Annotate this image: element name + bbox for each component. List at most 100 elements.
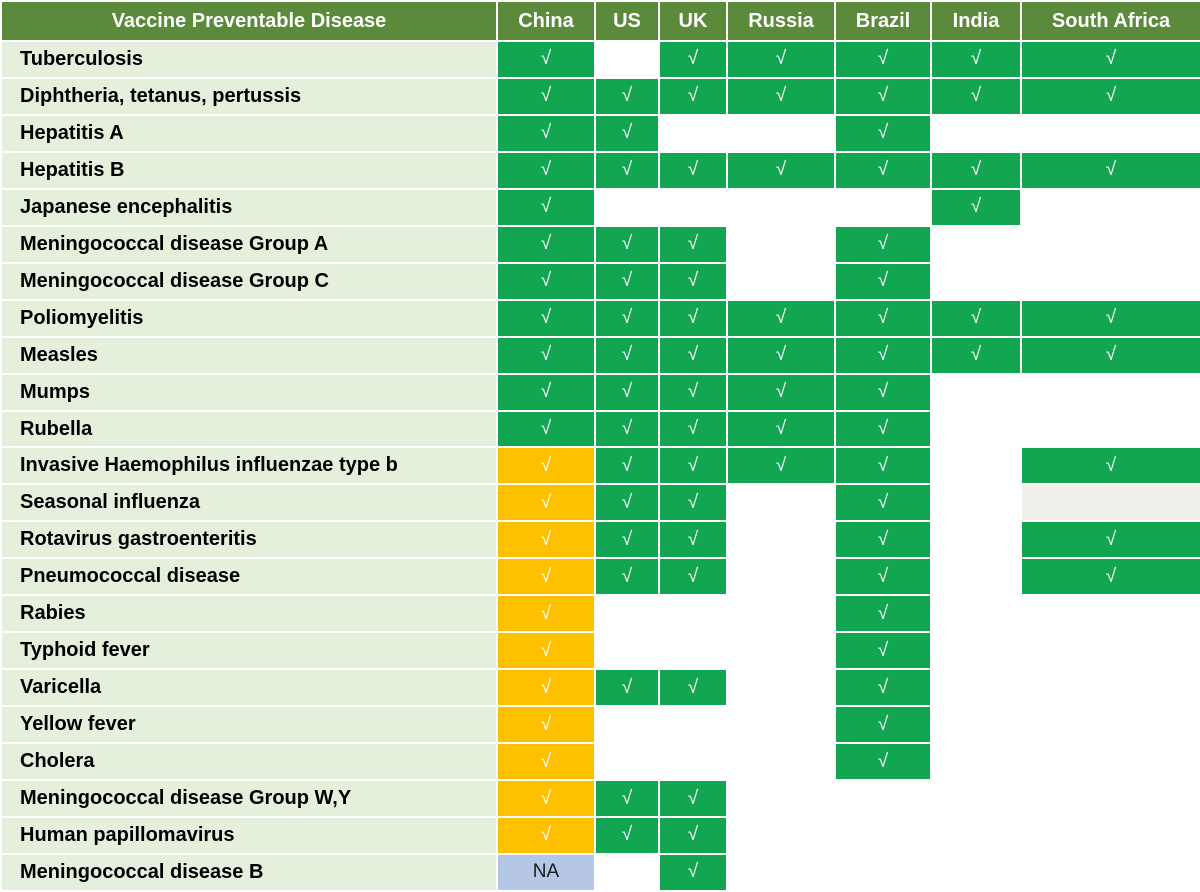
check-cell: √ <box>726 76 836 116</box>
table-row: Japanese encephalitis √ √ <box>0 187 1200 227</box>
empty-cell <box>930 520 1022 560</box>
disease-name: Diphtheria, tetanus, pertussis <box>0 76 498 116</box>
check-cell: √ <box>726 335 836 375</box>
disease-name: Varicella <box>0 668 498 708</box>
empty-cell <box>1020 742 1200 782</box>
check-cell: √ <box>834 557 932 597</box>
empty-cell <box>1020 224 1200 264</box>
table-row: Rubella √ √ √ √ √ <box>0 409 1200 449</box>
table-row: Cholera √ √ <box>0 742 1200 782</box>
disease-name: Pneumococcal disease <box>0 557 498 597</box>
header-row: Vaccine Preventable Disease China US UK … <box>0 0 1200 42</box>
empty-cell <box>658 742 728 782</box>
empty-cell <box>930 483 1022 523</box>
check-cell: √ <box>726 409 836 449</box>
disease-name: Rubella <box>0 409 498 449</box>
empty-cell <box>594 631 660 671</box>
check-cell: √ <box>834 298 932 338</box>
empty-cell <box>1020 483 1200 523</box>
disease-name: Meningococcal disease B <box>0 852 498 892</box>
check-cell: √ <box>658 816 728 855</box>
disease-name: Measles <box>0 335 498 375</box>
empty-cell <box>726 852 836 892</box>
header-russia: Russia <box>726 0 836 42</box>
empty-cell <box>726 594 836 634</box>
empty-cell <box>658 705 728 745</box>
check-cell: √ <box>496 594 596 634</box>
empty-cell <box>658 187 728 227</box>
table-row: Meningococcal disease Group A √ √ √ √ <box>0 224 1200 264</box>
check-cell: √ <box>1020 335 1200 375</box>
disease-name: Rabies <box>0 594 498 634</box>
check-cell: √ <box>594 76 660 116</box>
disease-name: Hepatitis B <box>0 150 498 190</box>
empty-cell <box>658 113 728 153</box>
table-row: Varicella √ √ √ √ <box>0 668 1200 708</box>
disease-name: Seasonal influenza <box>0 483 498 523</box>
check-cell: √ <box>594 520 660 560</box>
check-cell: √ <box>594 372 660 412</box>
check-cell: √ <box>658 668 728 708</box>
check-cell: √ <box>834 705 932 745</box>
disease-name: Rotavirus gastroenteritis <box>0 520 498 560</box>
check-cell: √ <box>496 76 596 116</box>
disease-name: Typhoid fever <box>0 631 498 671</box>
empty-cell <box>726 668 836 708</box>
check-cell: √ <box>594 779 660 819</box>
empty-cell <box>930 852 1022 892</box>
check-cell: √ <box>496 446 596 486</box>
table-row: Meningococcal disease B NA √ <box>0 852 1200 892</box>
empty-cell <box>594 852 660 892</box>
check-cell: √ <box>496 631 596 671</box>
table-row: Rotavirus gastroenteritis √ √ √ √ √ <box>0 520 1200 560</box>
empty-cell <box>594 40 660 79</box>
check-cell: √ <box>496 335 596 375</box>
empty-cell <box>1020 372 1200 412</box>
check-cell: √ <box>834 40 932 79</box>
check-cell: √ <box>726 446 836 486</box>
empty-cell <box>726 779 836 819</box>
table-row: Mumps √ √ √ √ √ <box>0 372 1200 412</box>
table-row: Hepatitis B √ √ √ √ √ √ √ <box>0 150 1200 190</box>
check-cell: √ <box>496 150 596 190</box>
check-cell: √ <box>658 779 728 819</box>
empty-cell <box>726 705 836 745</box>
empty-cell <box>930 594 1022 634</box>
check-cell: √ <box>594 150 660 190</box>
header-uk: UK <box>658 0 728 42</box>
empty-cell <box>834 187 932 227</box>
check-cell: √ <box>594 816 660 855</box>
empty-cell <box>930 742 1022 782</box>
check-cell: √ <box>496 261 596 301</box>
check-cell: √ <box>834 372 932 412</box>
table-row: Yellow fever √ √ <box>0 705 1200 745</box>
disease-name: Yellow fever <box>0 705 498 745</box>
empty-cell <box>1020 113 1200 153</box>
check-cell: √ <box>594 335 660 375</box>
check-cell: √ <box>1020 557 1200 597</box>
empty-cell <box>1020 261 1200 301</box>
check-cell: √ <box>496 298 596 338</box>
empty-cell <box>726 816 836 855</box>
check-cell: √ <box>726 298 836 338</box>
disease-name: Meningococcal disease Group A <box>0 224 498 264</box>
empty-cell <box>726 113 836 153</box>
empty-cell <box>726 261 836 301</box>
check-cell: √ <box>496 409 596 449</box>
empty-cell <box>834 779 932 819</box>
table-row: Meningococcal disease Group C √ √ √ √ <box>0 261 1200 301</box>
check-cell: √ <box>658 76 728 116</box>
check-cell: √ <box>834 224 932 264</box>
disease-name: Cholera <box>0 742 498 782</box>
empty-cell <box>1020 816 1200 855</box>
empty-cell <box>1020 779 1200 819</box>
empty-cell <box>594 594 660 634</box>
check-cell: √ <box>726 372 836 412</box>
table-row: Measles √ √ √ √ √ √ √ <box>0 335 1200 375</box>
check-cell: √ <box>496 779 596 819</box>
check-cell: √ <box>834 446 932 486</box>
disease-name: Human papillomavirus <box>0 816 498 855</box>
table-row: Meningococcal disease Group W,Y √ √ √ <box>0 779 1200 819</box>
check-cell: √ <box>496 557 596 597</box>
